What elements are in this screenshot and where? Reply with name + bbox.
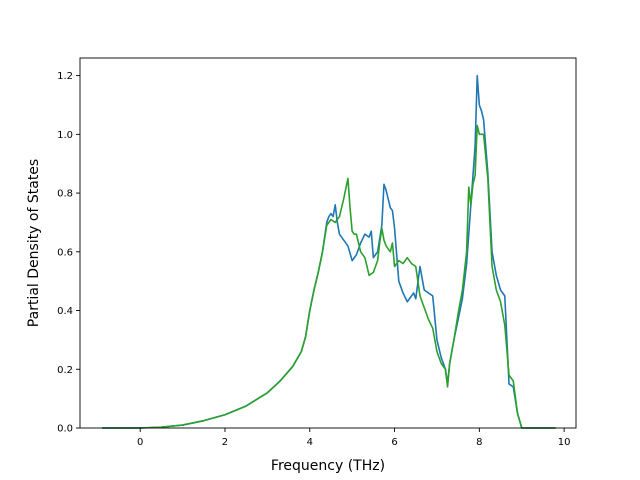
x-tick-label: 0 (137, 437, 143, 448)
axes-frame (79, 57, 577, 429)
y-axis-ticks: 0.0 0.2 0.4 0.6 0.8 1.0 1.2 (57, 71, 80, 435)
x-axis-ticks: 0 2 4 6 8 10 (137, 428, 570, 448)
x-tick-label: 8 (476, 437, 482, 448)
y-tick-label: 1.0 (57, 130, 73, 141)
x-tick-label: 4 (307, 437, 313, 448)
y-tick-label: 0.0 (57, 424, 73, 435)
x-axis-label: Frequency (THz) (271, 458, 385, 474)
x-tick-label: 2 (222, 437, 228, 448)
y-axis-label: Partial Density of States (26, 159, 42, 327)
series-line-2 (102, 124, 556, 429)
y-tick-label: 0.4 (57, 306, 73, 317)
x-tick-label: 6 (391, 437, 397, 448)
plot-lines (102, 74, 556, 429)
y-tick-label: 0.6 (57, 247, 73, 258)
y-tick-label: 1.2 (57, 71, 73, 82)
x-tick-label: 10 (558, 437, 571, 448)
y-tick-label: 0.8 (57, 189, 73, 200)
y-tick-label: 0.2 (57, 365, 73, 376)
